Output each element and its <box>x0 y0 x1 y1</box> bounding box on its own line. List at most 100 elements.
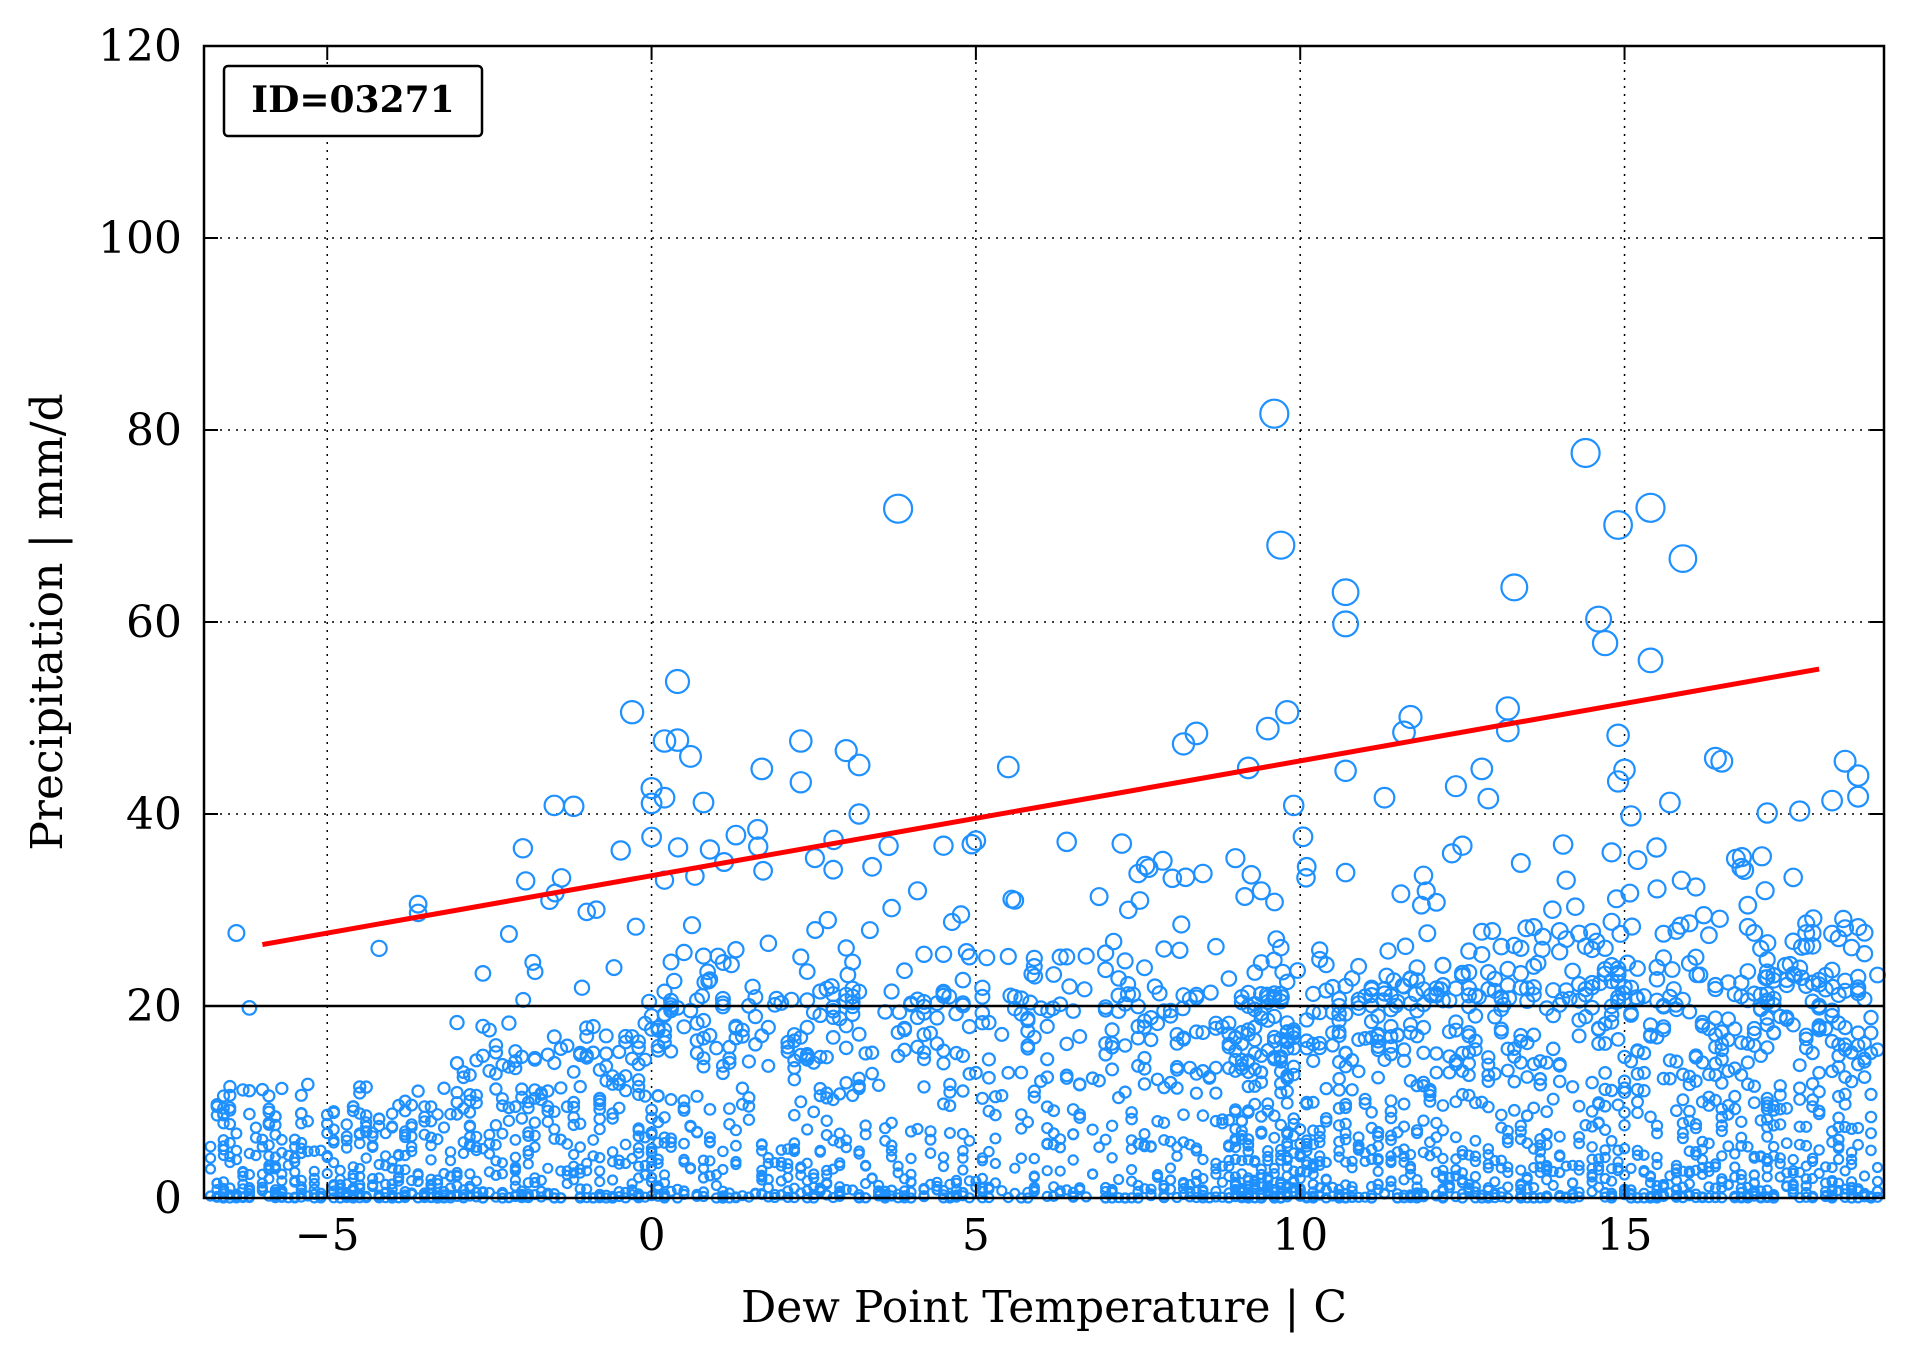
data-point <box>449 1056 465 1071</box>
data-point <box>1686 877 1706 897</box>
data-point <box>1586 1141 1598 1153</box>
data-point <box>1767 1099 1781 1113</box>
data-point <box>1696 1153 1709 1166</box>
data-point <box>1507 1041 1522 1056</box>
data-point <box>451 1190 463 1203</box>
data-point <box>735 1097 749 1111</box>
data-point <box>1280 1096 1294 1110</box>
data-point-outlier <box>1570 437 1601 469</box>
data-point <box>975 1091 990 1105</box>
data-point <box>1061 978 1078 995</box>
data-point <box>1463 1178 1475 1191</box>
data-point-outlier <box>1788 800 1811 822</box>
data-point <box>951 905 971 924</box>
data-point <box>1223 1160 1235 1172</box>
data-point <box>1622 917 1642 936</box>
data-point <box>308 1145 321 1157</box>
data-point <box>714 953 732 971</box>
data-point <box>1505 936 1524 955</box>
data-point <box>1845 1158 1858 1171</box>
data-point <box>838 1018 854 1034</box>
data-point <box>1586 1186 1598 1198</box>
data-point <box>782 1171 794 1184</box>
data-point <box>1326 1190 1339 1202</box>
data-point <box>1735 1131 1748 1144</box>
data-point <box>1514 1125 1527 1138</box>
data-point <box>1216 1116 1229 1130</box>
data-point <box>1262 1155 1274 1167</box>
data-point <box>1501 1132 1514 1145</box>
data-point <box>1592 1153 1605 1165</box>
data-point <box>1136 1013 1153 1029</box>
data-point <box>456 1065 471 1079</box>
data-point <box>1429 1046 1444 1061</box>
data-point-outlier <box>1331 578 1360 607</box>
data-point <box>1517 919 1536 938</box>
data-point <box>961 1018 978 1035</box>
data-point <box>1307 1158 1319 1170</box>
data-point <box>1591 974 1609 992</box>
data-point <box>1208 1020 1224 1036</box>
data-point <box>1735 1173 1747 1186</box>
data-point <box>1751 846 1773 867</box>
data-point <box>799 1019 815 1036</box>
data-point <box>1618 1119 1631 1132</box>
data-point <box>722 1051 737 1066</box>
data-point <box>314 1144 327 1157</box>
data-point <box>1528 1161 1540 1174</box>
data-point <box>347 1185 359 1197</box>
data-point <box>547 1055 562 1071</box>
data-point <box>1455 1087 1470 1102</box>
data-point <box>1125 1163 1138 1176</box>
data-point <box>340 1142 353 1154</box>
data-point <box>1371 1070 1385 1085</box>
data-point <box>548 1123 561 1136</box>
data-point <box>1602 912 1621 931</box>
data-point <box>1819 1185 1832 1197</box>
data-point <box>844 1006 861 1022</box>
data-point <box>1793 1120 1806 1133</box>
data-point <box>1097 961 1114 979</box>
data-point <box>956 1127 969 1140</box>
data-point <box>210 1100 224 1114</box>
data-point <box>787 1108 801 1122</box>
data-point <box>1098 1047 1113 1062</box>
data-point <box>1703 1161 1715 1173</box>
data-point <box>976 1172 989 1185</box>
id-annotation: ID=03271 <box>251 79 454 121</box>
data-point <box>1025 957 1043 975</box>
data-point <box>1760 1091 1774 1105</box>
data-point <box>508 1061 523 1076</box>
data-point <box>320 1108 334 1122</box>
data-point <box>1051 948 1069 966</box>
data-point <box>554 1133 567 1146</box>
data-point <box>976 1155 989 1167</box>
data-point <box>1766 1025 1782 1041</box>
data-point <box>1682 1077 1697 1092</box>
data-point <box>1196 1109 1210 1122</box>
data-point <box>386 1120 399 1133</box>
data-point <box>1124 986 1142 1003</box>
data-point <box>1546 1092 1560 1106</box>
data-point <box>1020 1041 1036 1056</box>
data-point <box>678 1185 690 1197</box>
data-point <box>425 1154 437 1166</box>
data-point <box>470 1175 482 1187</box>
data-point <box>211 1177 223 1189</box>
data-point <box>1610 1031 1626 1047</box>
data-point <box>1845 1153 1858 1166</box>
data-point <box>431 1133 444 1146</box>
data-point <box>1670 1163 1683 1175</box>
data-point <box>872 1190 885 1202</box>
data-point <box>624 1029 640 1045</box>
data-point <box>1294 1148 1306 1160</box>
data-point <box>903 996 919 1013</box>
data-point <box>943 1085 957 1099</box>
data-point <box>567 1111 580 1124</box>
data-point-outlier <box>1470 757 1494 781</box>
data-point <box>1363 981 1380 998</box>
data-point <box>717 1163 729 1176</box>
data-point <box>981 1052 997 1067</box>
data-point <box>1604 1083 1619 1098</box>
data-point <box>1274 1118 1288 1132</box>
